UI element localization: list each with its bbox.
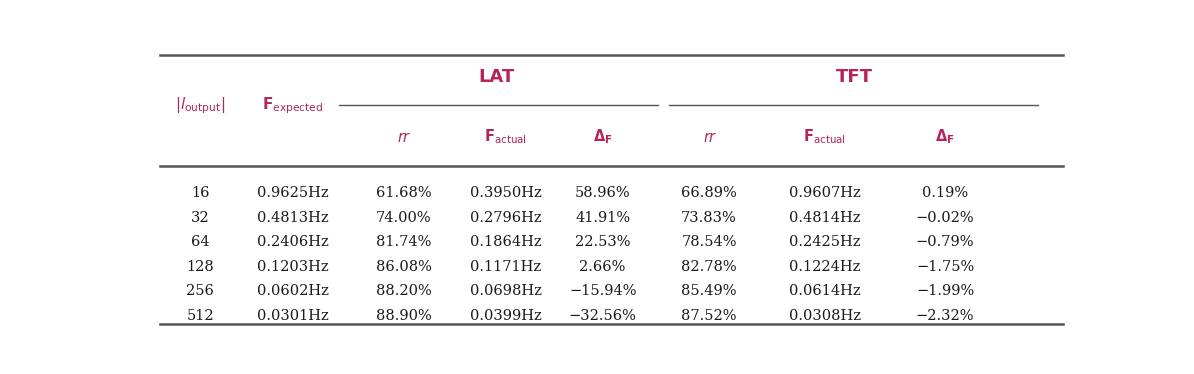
Text: 82.78%: 82.78%: [682, 260, 737, 274]
Text: TFT: TFT: [836, 68, 873, 86]
Text: 0.2425Hz: 0.2425Hz: [789, 235, 861, 249]
Text: $\mathbf{F}_{\rm actual}$: $\mathbf{F}_{\rm actual}$: [484, 128, 527, 146]
Text: 0.1203Hz: 0.1203Hz: [257, 260, 328, 274]
Text: 0.0614Hz: 0.0614Hz: [789, 284, 861, 298]
Text: 512: 512: [186, 309, 214, 323]
Text: 0.4814Hz: 0.4814Hz: [789, 211, 861, 225]
Text: 0.1224Hz: 0.1224Hz: [789, 260, 861, 274]
Text: 2.66%: 2.66%: [579, 260, 626, 274]
Text: 0.0602Hz: 0.0602Hz: [257, 284, 328, 298]
Text: 73.83%: 73.83%: [682, 211, 737, 225]
Text: $\boldsymbol{\Delta}_{\mathbf{F}}$: $\boldsymbol{\Delta}_{\mathbf{F}}$: [935, 128, 955, 146]
Text: 0.0308Hz: 0.0308Hz: [789, 309, 861, 323]
Text: −15.94%: −15.94%: [568, 284, 636, 298]
Text: 0.0301Hz: 0.0301Hz: [257, 309, 328, 323]
Text: 78.54%: 78.54%: [682, 235, 737, 249]
Text: −1.99%: −1.99%: [916, 284, 974, 298]
Text: −0.79%: −0.79%: [916, 235, 974, 249]
Text: 74.00%: 74.00%: [376, 211, 431, 225]
Text: 16: 16: [191, 186, 209, 200]
Text: 85.49%: 85.49%: [682, 284, 737, 298]
Text: 66.89%: 66.89%: [682, 186, 737, 200]
Text: 61.68%: 61.68%: [376, 186, 431, 200]
Text: 86.08%: 86.08%: [376, 260, 432, 274]
Text: 0.4813Hz: 0.4813Hz: [257, 211, 328, 225]
Text: 256: 256: [186, 284, 214, 298]
Text: −0.02%: −0.02%: [916, 211, 974, 225]
Text: $\boldsymbol{\Delta}_{\mathbf{F}}$: $\boldsymbol{\Delta}_{\mathbf{F}}$: [593, 128, 613, 146]
Text: 0.2406Hz: 0.2406Hz: [257, 235, 328, 249]
Text: LAT: LAT: [478, 68, 515, 86]
Text: 81.74%: 81.74%: [376, 235, 431, 249]
Text: 0.9607Hz: 0.9607Hz: [789, 186, 861, 200]
Text: 58.96%: 58.96%: [574, 186, 630, 200]
Text: 41.91%: 41.91%: [576, 211, 630, 225]
Text: 0.0399Hz: 0.0399Hz: [469, 309, 541, 323]
Text: 0.3950Hz: 0.3950Hz: [469, 186, 541, 200]
Text: 128: 128: [186, 260, 214, 274]
Text: rr: rr: [398, 129, 410, 144]
Text: 87.52%: 87.52%: [682, 309, 737, 323]
Text: 22.53%: 22.53%: [576, 235, 630, 249]
Text: $|l_{\rm output}|$: $|l_{\rm output}|$: [176, 95, 226, 116]
Text: −32.56%: −32.56%: [568, 309, 636, 323]
Text: 0.1864Hz: 0.1864Hz: [469, 235, 541, 249]
Text: 0.2796Hz: 0.2796Hz: [469, 211, 541, 225]
Text: $\mathbf{F}_{\rm expected}$: $\mathbf{F}_{\rm expected}$: [261, 95, 324, 116]
Text: 64: 64: [191, 235, 209, 249]
Text: 0.9625Hz: 0.9625Hz: [257, 186, 328, 200]
Text: rr: rr: [703, 129, 715, 144]
Text: 32: 32: [191, 211, 209, 225]
Text: −2.32%: −2.32%: [916, 309, 974, 323]
Text: 0.0698Hz: 0.0698Hz: [469, 284, 541, 298]
Text: 88.90%: 88.90%: [376, 309, 431, 323]
Text: $\mathbf{F}_{\rm actual}$: $\mathbf{F}_{\rm actual}$: [804, 128, 847, 146]
Text: −1.75%: −1.75%: [916, 260, 974, 274]
Text: 88.20%: 88.20%: [376, 284, 431, 298]
Text: 0.1171Hz: 0.1171Hz: [470, 260, 541, 274]
Text: 0.19%: 0.19%: [922, 186, 968, 200]
